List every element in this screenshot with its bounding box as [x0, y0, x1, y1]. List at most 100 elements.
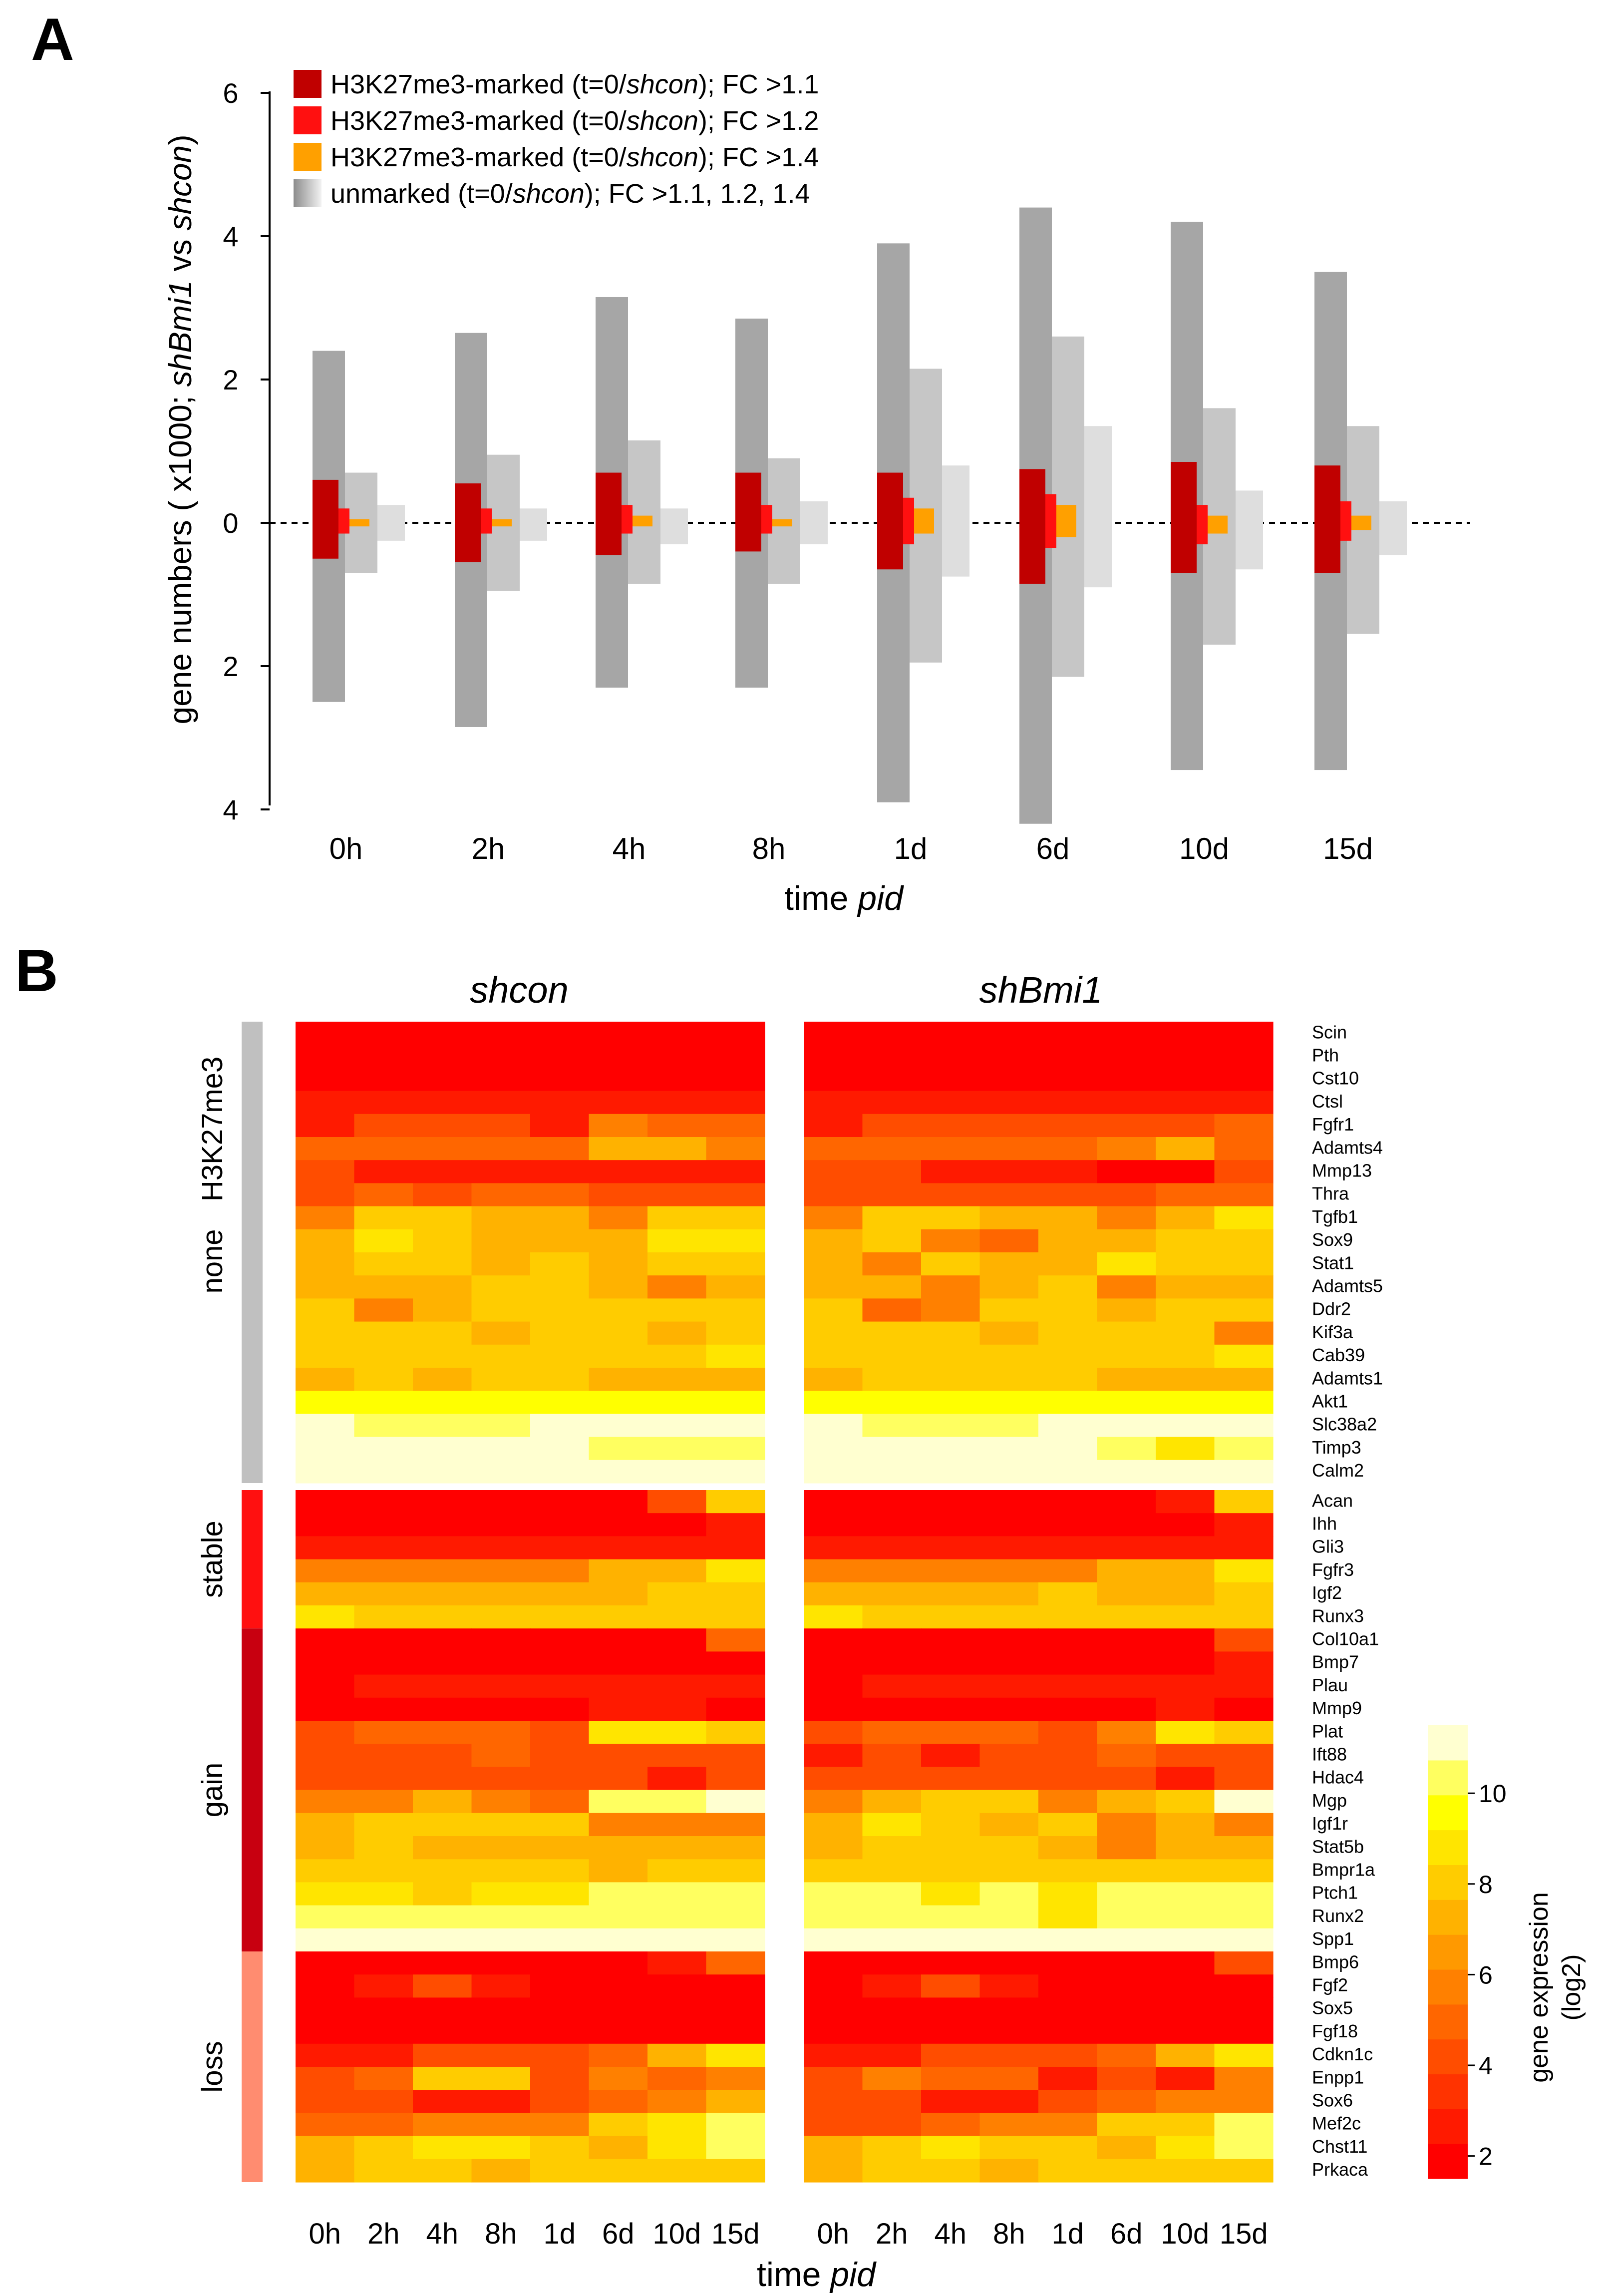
heat-cell-igf1r-1d	[1038, 1813, 1098, 1837]
heat-cell-mmp9-15d	[706, 1697, 765, 1721]
bar-unmarked-fc-1-4-15d	[1379, 501, 1407, 555]
heat-cell-mef2c-6d	[589, 2113, 648, 2137]
heat-cell-igf1r-8h	[471, 1813, 531, 1837]
heat-cell-fgf2-2h	[354, 1974, 413, 1998]
heat-cell-stat1-15d	[706, 1252, 765, 1276]
heat-cell-thra-4h	[413, 1183, 472, 1207]
heat-cell-cst10-6d	[1097, 1068, 1156, 1092]
heat-cell-runx3-6d	[589, 1605, 648, 1629]
heat-cell-mmp9-10d	[647, 1697, 707, 1721]
heat-cell-adamts5-10d	[647, 1275, 707, 1299]
heat-cell-acan-1d	[530, 1490, 590, 1514]
heat-cell-fgf18-0h	[296, 2020, 355, 2044]
heat-cell-scin-10d	[647, 1022, 707, 1045]
heat-cell-spp1-6d	[1097, 1928, 1156, 1952]
heat-cell-adamts4-15d	[1214, 1137, 1274, 1160]
heat-cell-sox6-1d	[530, 2090, 590, 2113]
heat-cell-stat5b-6d	[1097, 1836, 1156, 1860]
heat-cell-kif3a-8h	[979, 1321, 1039, 1345]
heat-cell-cdkn1c-15d	[706, 2043, 765, 2067]
heat-cell-stat1-1d	[530, 1252, 590, 1276]
heat-cell-bmpr1a-8h	[471, 1859, 531, 1883]
heat-cell-adamts1-2h	[862, 1368, 922, 1391]
heat-cell-cab39-1d	[530, 1344, 590, 1368]
heat-cell-calm2-1d	[530, 1460, 590, 1484]
bar-h3k27me3-marked-fc-1-2-0h	[338, 508, 349, 534]
x-tick-label: 0h	[817, 2218, 849, 2250]
x-tick-label: 4h	[426, 2218, 458, 2250]
heat-cell-ctsl-8h	[471, 1091, 531, 1115]
bar-h3k27me3-marked-fc-1-4-10d	[1208, 515, 1228, 534]
heat-cell-scin-6d	[589, 1022, 648, 1045]
heat-cell-igf2-4h	[413, 1582, 472, 1606]
heat-cell-enpp1-2h	[354, 2067, 413, 2090]
gene-label-ctsl: Ctsl	[1312, 1091, 1343, 1112]
heat-cell-ctsl-4h	[921, 1091, 980, 1115]
heat-cell-thra-1d	[530, 1183, 590, 1207]
heat-cell-akt1-0h	[296, 1391, 355, 1414]
group-label-loss: loss	[196, 2041, 229, 2092]
heat-cell-runx2-2h	[354, 1905, 413, 1929]
heat-cell-prkaca-4h	[921, 2159, 980, 2183]
color-scale-segment	[1428, 1760, 1468, 1796]
heat-cell-sox9-6d	[589, 1229, 648, 1253]
gene-label-ptch1: Ptch1	[1312, 1883, 1358, 1903]
heat-cell-fgf18-15d	[1214, 2020, 1274, 2044]
heat-cell-fgf18-15d	[706, 2020, 765, 2044]
heat-cell-cab39-8h	[471, 1344, 531, 1368]
x-tick-label: 10d	[652, 2218, 701, 2250]
heat-cell-cab39-2h	[862, 1344, 922, 1368]
gene-label-bmpr1a: Bmpr1a	[1312, 1859, 1375, 1880]
heat-cell-sox9-4h	[413, 1229, 472, 1253]
heat-cell-sox5-4h	[921, 1997, 980, 2021]
heatmap-heading-shcon: shcon	[470, 969, 568, 1011]
gene-label-cab39: Cab39	[1312, 1345, 1365, 1365]
legend-swatch-unmarked	[294, 179, 321, 207]
heat-cell-mgp-10d	[647, 1790, 707, 1814]
heat-cell-cdkn1c-0h	[296, 2043, 355, 2067]
heat-cell-ihh-1d	[1038, 1513, 1098, 1536]
heat-cell-akt1-4h	[413, 1391, 472, 1414]
heat-cell-ihh-4h	[413, 1513, 472, 1536]
heat-cell-stat5b-0h	[296, 1836, 355, 1860]
heat-cell-fgfr1-1d	[530, 1114, 590, 1138]
heat-cell-adamts4-15d	[706, 1137, 765, 1160]
heat-cell-thra-0h	[804, 1183, 863, 1207]
heat-cell-plat-1d	[1038, 1721, 1098, 1744]
heat-cell-mef2c-1d	[1038, 2113, 1098, 2137]
heat-cell-bmp6-15d	[1214, 1951, 1274, 1975]
heat-cell-igf2-1d	[530, 1582, 590, 1606]
heat-cell-igf1r-6d	[1097, 1813, 1156, 1837]
heat-cell-tgfb1-15d	[1214, 1206, 1274, 1230]
color-scale-segment	[1428, 2074, 1468, 2109]
heat-cell-kif3a-2h	[862, 1321, 922, 1345]
heat-cell-stat5b-8h	[471, 1836, 531, 1860]
heat-cell-stat1-6d	[589, 1252, 648, 1276]
heat-cell-fgf2-1d	[530, 1974, 590, 1998]
heat-cell-igf1r-1d	[530, 1813, 590, 1837]
heat-cell-fgf18-10d	[647, 2020, 707, 2044]
heat-cell-col10a1-10d	[647, 1628, 707, 1652]
heat-cell-fgfr3-1d	[530, 1559, 590, 1583]
heat-cell-mef2c-15d	[1214, 2113, 1274, 2137]
heat-cell-fgfr3-15d	[1214, 1559, 1274, 1583]
heat-cell-sox9-8h	[979, 1229, 1039, 1253]
heat-cell-sox9-1d	[530, 1229, 590, 1253]
heat-cell-kif3a-1d	[1038, 1321, 1098, 1345]
heat-cell-igf2-0h	[296, 1582, 355, 1606]
gene-label-gli3: Gli3	[1312, 1536, 1344, 1557]
heat-cell-hdac4-2h	[862, 1767, 922, 1791]
x-tick-label: 1d	[1051, 2218, 1084, 2250]
heat-cell-mmp9-1d	[1038, 1697, 1098, 1721]
heat-cell-mmp9-2h	[862, 1697, 922, 1721]
color-scale-segment	[1428, 1830, 1468, 1865]
heat-cell-fgfr3-4h	[921, 1559, 980, 1583]
gene-label-adamts4: Adamts4	[1312, 1137, 1383, 1157]
color-scale-tick-label: 6	[1479, 1961, 1493, 1989]
heat-cell-ift88-1d	[530, 1744, 590, 1767]
gene-label-ihh: Ihh	[1312, 1513, 1337, 1533]
heat-cell-cab39-15d	[1214, 1344, 1274, 1368]
heat-cell-ptch1-4h	[413, 1882, 472, 1906]
heat-cell-pth-8h	[979, 1045, 1039, 1068]
heat-cell-ddr2-15d	[706, 1298, 765, 1322]
